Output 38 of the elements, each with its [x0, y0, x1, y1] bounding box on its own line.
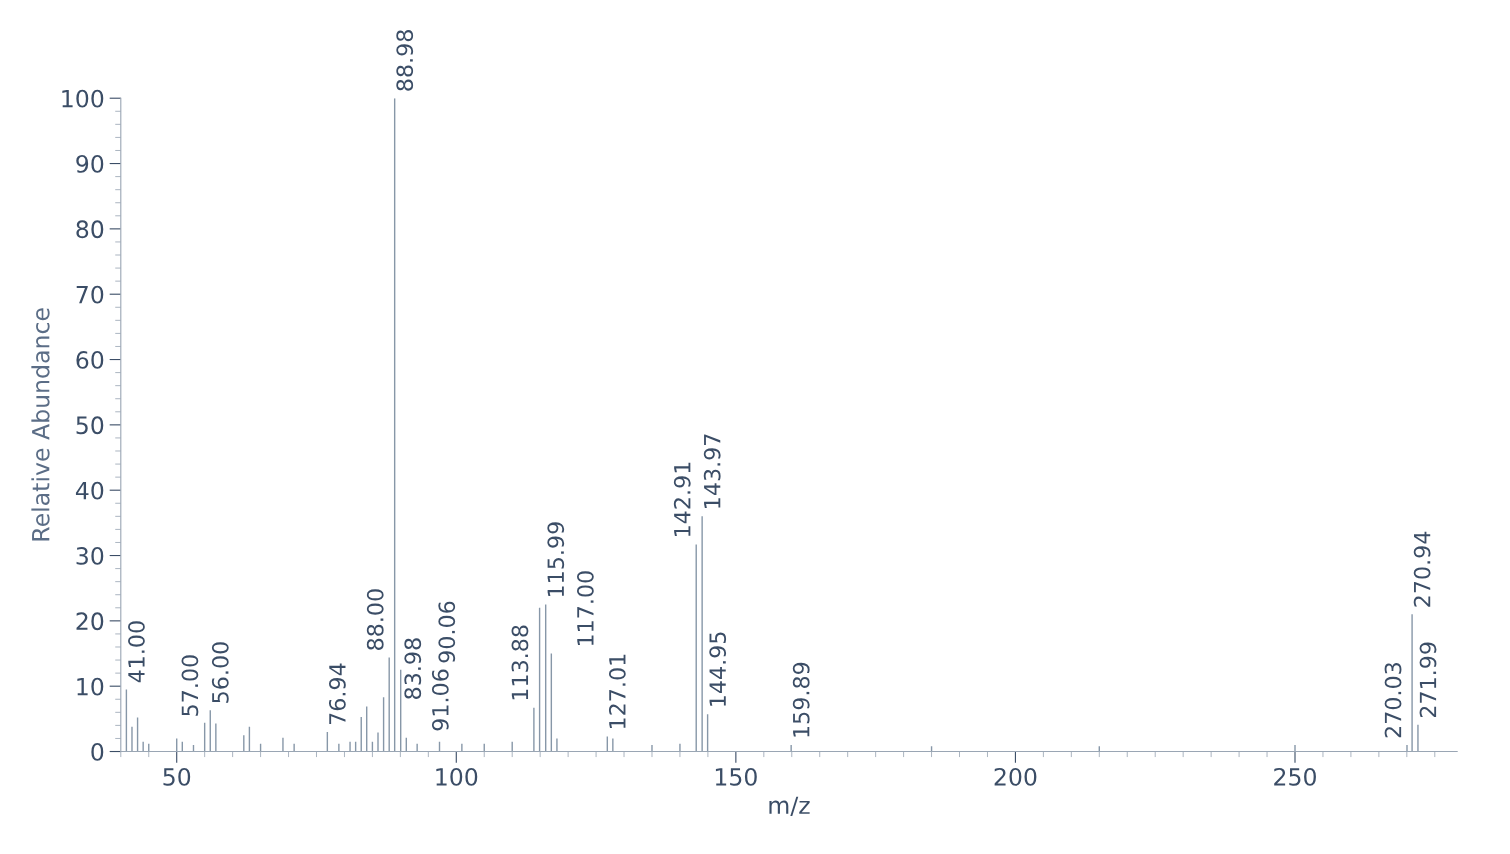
annotation: 113.88	[511, 625, 529, 700]
y-tick-label: 100	[62, 89, 104, 108]
annotation: 127.01	[608, 654, 626, 729]
y-tick-label: 20	[76, 612, 104, 631]
annotation: 270.03	[1384, 663, 1402, 738]
y-tick-label: 90	[76, 154, 104, 173]
x-tick-label: 50	[163, 767, 191, 786]
annotation: 57.00	[181, 655, 199, 716]
y-tick-label: 80	[76, 220, 104, 239]
y-tick-label: 70	[76, 285, 104, 304]
x-axis-title: m/z	[769, 796, 810, 817]
y-tick-label: 30	[76, 546, 104, 565]
x-tick-label: 250	[1274, 767, 1316, 786]
annotation: 144.95	[709, 632, 727, 706]
annotation: 41.00	[128, 621, 145, 683]
annotation: 91.06	[431, 669, 449, 731]
annotation: 117.00	[576, 571, 594, 646]
annotation: 56.00	[211, 642, 229, 703]
annotation: 271.99	[1419, 642, 1437, 718]
y-tick-label: 60	[76, 350, 104, 369]
annotation: 142.91	[673, 462, 691, 536]
annotation: 88.98	[396, 30, 414, 91]
annotation: 90.06	[438, 601, 456, 663]
x-tick-label: 150	[715, 767, 757, 786]
y-tick-label: 10	[77, 677, 104, 696]
x-tick-label: 200	[994, 767, 1037, 786]
annotation: 159.89	[792, 662, 810, 737]
annotation: 270.94	[1413, 531, 1431, 607]
x-tick-label: 100	[436, 767, 478, 786]
annotation: 143.97	[703, 434, 721, 508]
annotation: 88.00	[366, 589, 384, 650]
y-tick-label: 50	[76, 416, 104, 435]
y-axis-title: Relative Abundance	[31, 308, 50, 541]
y-tick-label: 40	[75, 481, 104, 500]
annotation: 115.99	[547, 522, 565, 597]
annotation: 83.98	[404, 638, 422, 699]
y-tick-label: 0	[91, 742, 104, 761]
annotation: 76.94	[328, 663, 346, 725]
